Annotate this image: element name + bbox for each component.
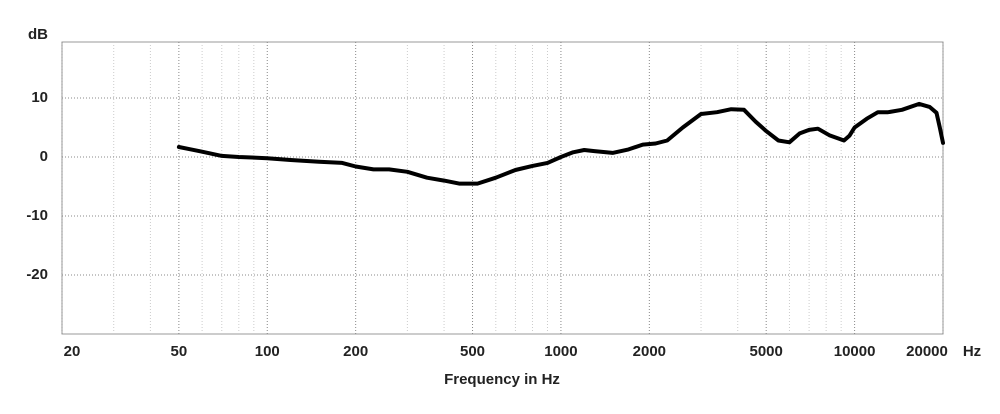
y-tick-label: -10 <box>26 207 48 224</box>
x-tick-label: 50 <box>171 343 188 360</box>
y-tick-label: -20 <box>26 266 48 283</box>
x-tick-label: 200 <box>343 343 368 360</box>
x-tick-label: 500 <box>460 343 485 360</box>
x-tick-label: 2000 <box>633 343 666 360</box>
response-curve <box>176 101 945 186</box>
x-tick-label: 20 <box>64 343 81 360</box>
x-tick-label: 20000 <box>906 343 948 360</box>
y-axis-label: dB <box>28 26 48 43</box>
x-axis-label: Frequency in Hz <box>444 371 560 388</box>
x-tick-label: 5000 <box>750 343 783 360</box>
y-tick-label: 0 <box>40 148 48 165</box>
x-tick-label: 10000 <box>834 343 876 360</box>
x-tick-label: 1000 <box>544 343 577 360</box>
y-tick-label: 10 <box>31 89 48 106</box>
plot-area <box>61 41 944 335</box>
x-tick-label: 100 <box>255 343 280 360</box>
x-unit: Hz <box>963 343 981 360</box>
